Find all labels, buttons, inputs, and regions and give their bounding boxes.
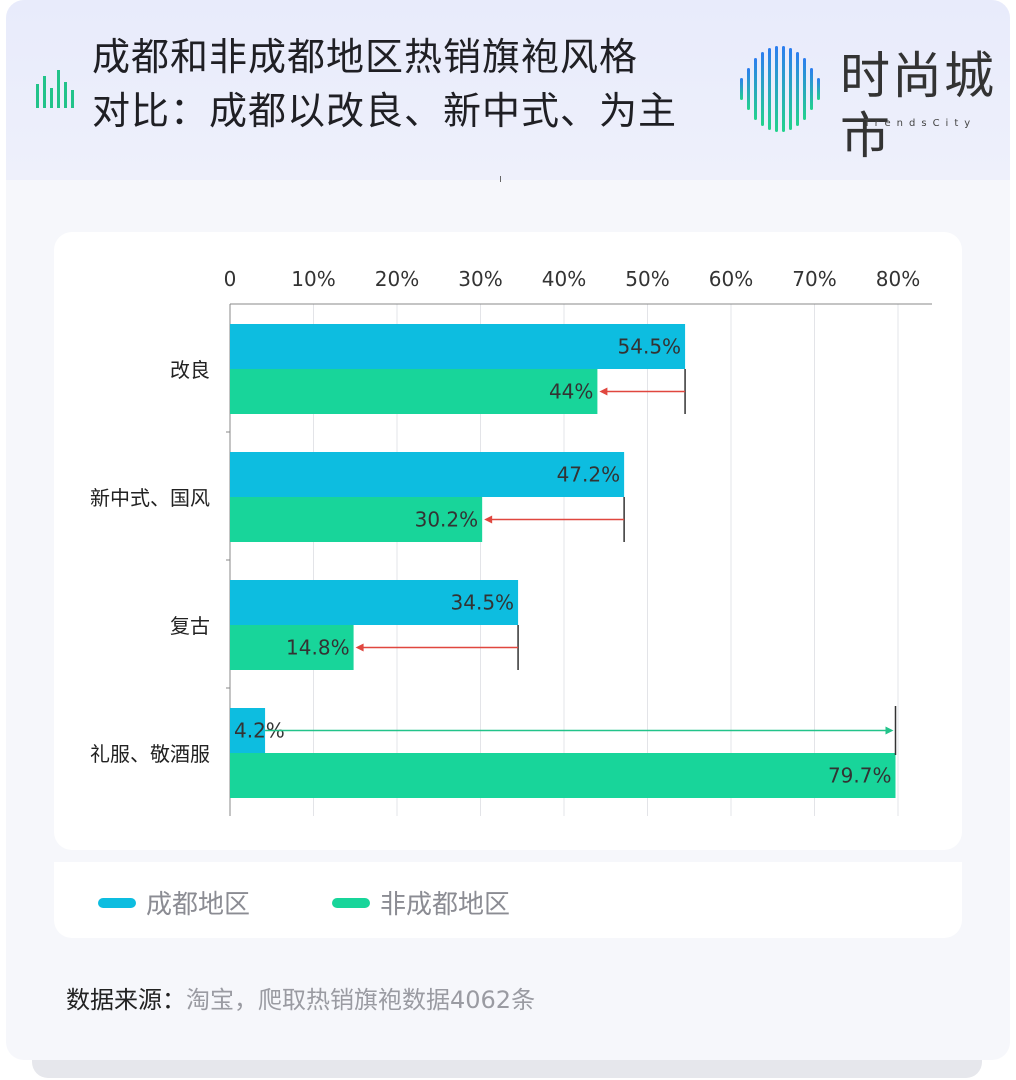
bar [230,452,625,497]
bar-chart: 0 10% 20% 30% 40% 50% 60% 70% 80% 改良 54.5% 44% 新中式、国… [90,267,932,816]
legend-swatch-non-chengdu [332,897,370,908]
data-label: 79.7% [828,764,892,788]
x-tick-label: 30% [458,267,502,291]
legend-swatch-chengdu [98,897,136,908]
logo-text: 时尚城市 [840,47,996,165]
data-label: 30.2% [415,508,479,532]
bar [230,369,598,414]
data-label: 14.8% [286,636,350,660]
data-label: 34.5% [451,591,515,615]
comparison-arrow-head [484,515,493,524]
bar-chart-icon [36,70,74,108]
legend-label-chengdu: 成都地区 [146,890,251,920]
comparison-arrow-head [885,726,894,735]
title-line-2: 对比：成都以改良、新中式、为主 [92,89,678,133]
x-tick-label: 50% [625,267,669,291]
x-tick-label: 40% [542,267,586,291]
bar [230,708,266,753]
logo-subtext: TrendsCity [864,118,977,129]
category-label: 复古 [170,614,210,638]
x-tick-label: 70% [792,267,836,291]
legend-item-non-chengdu: 非成都地区 [332,884,510,921]
data-label: 54.5% [618,335,682,359]
divider-tick [500,176,501,182]
data-source: 数据来源：淘宝，爬取热销旗袍数据4062条 [66,980,535,1015]
source-value: 淘宝，爬取热销旗袍数据4062条 [186,986,536,1014]
x-tick-label: 10% [291,267,335,291]
data-label: 44% [549,380,593,404]
x-tick-label: 0 [224,267,237,291]
title-line-1: 成都和非成都地区热销旗袍风格 [92,35,639,79]
comparison-arrow-head [355,643,364,652]
trendscity-logo-icon [740,46,820,132]
x-tick-label: 60% [709,267,753,291]
bar [230,625,354,670]
chart-panel: 0 10% 20% 30% 40% 50% 60% 70% 80% 改良 54.5% 44% 新中式、国… [54,232,962,850]
data-label: 47.2% [557,463,621,487]
legend-item-chengdu: 成都地区 [98,884,250,921]
header: 成都和非成都地区热销旗袍风格 对比：成都以改良、新中式、为主 [6,0,1010,180]
infographic-card: 成都和非成都地区热销旗袍风格 对比：成都以改良、新中式、为主 [6,0,1010,1060]
page-title: 成都和非成都地区热销旗袍风格 对比：成都以改良、新中式、为主 [92,30,742,138]
legend: 成都地区 非成都地区 [54,862,962,938]
x-tick-label: 80% [876,267,920,291]
category-label: 礼服、敬酒服 [90,742,210,766]
bar [230,753,896,798]
bar [230,580,519,625]
bar [230,324,686,369]
source-label: 数据来源： [66,986,186,1014]
category-label: 新中式、国风 [90,486,210,510]
legend-label-non-chengdu: 非成都地区 [380,890,511,920]
x-tick-label: 20% [375,267,419,291]
bar [230,497,483,542]
category-label: 改良 [170,358,210,382]
comparison-arrow-head [599,387,608,396]
